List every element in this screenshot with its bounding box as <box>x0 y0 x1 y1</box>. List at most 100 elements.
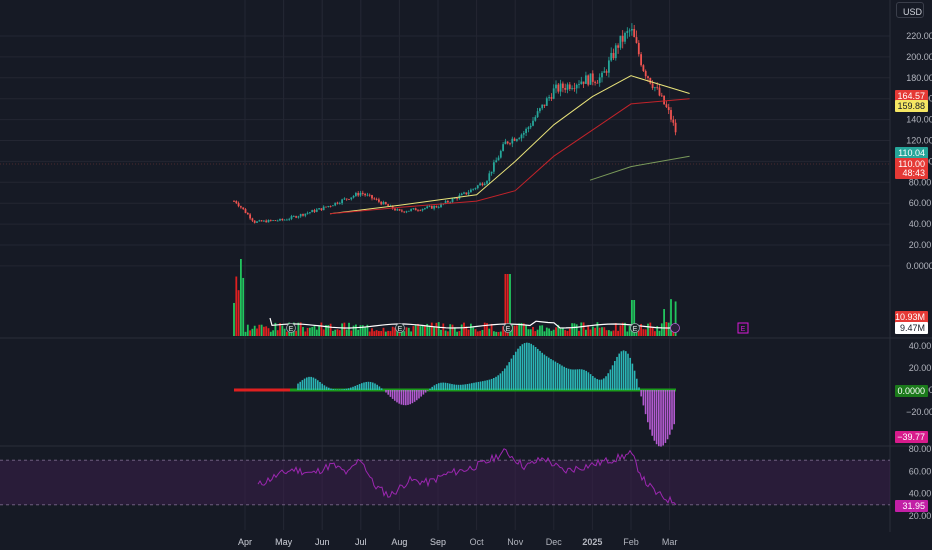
macd-histogram-bar <box>323 385 326 390</box>
candle-body <box>536 111 539 118</box>
candle-body <box>509 143 511 145</box>
rsi-tick-label: 80.00 <box>909 444 932 454</box>
candle-body <box>568 84 571 90</box>
candle-body <box>621 35 624 42</box>
volume-bar <box>649 322 652 336</box>
candle-body <box>582 81 585 84</box>
candle-body <box>361 192 364 194</box>
macd-histogram-bar <box>416 390 418 401</box>
price-label: 164.57 <box>895 90 928 102</box>
candle-body <box>279 218 281 221</box>
volume-bar <box>640 323 642 336</box>
macd-histogram-bar <box>389 390 392 397</box>
macd-histogram-bar <box>554 361 557 390</box>
candle-body <box>430 205 433 209</box>
macd-histogram-bar <box>402 390 405 406</box>
macd-histogram-bar <box>453 384 455 390</box>
volume-bar <box>527 329 530 336</box>
volume-bar <box>449 324 452 336</box>
time-tick-label: Jun <box>315 537 330 547</box>
volume-bar <box>440 329 442 336</box>
candle-body <box>311 210 314 213</box>
volume-bar <box>656 326 659 336</box>
macd-histogram-bar <box>556 362 559 390</box>
volume-bar <box>474 329 477 336</box>
candle-body <box>394 208 396 211</box>
macd-histogram-bar <box>413 390 416 402</box>
earnings-marker-label: E <box>506 326 511 333</box>
volume-bar <box>566 330 569 336</box>
volume-bar <box>260 324 263 336</box>
macd-histogram-bar <box>607 373 609 390</box>
macd-tick-label: 20.00 <box>909 363 932 373</box>
candle-body <box>566 84 569 90</box>
volume-bar <box>660 323 663 336</box>
macd-histogram-bar <box>501 371 504 390</box>
axes: 220.00200.00180.00160.00140.00120.00100.… <box>238 31 932 547</box>
price-pane <box>233 23 677 224</box>
macd-histogram-bar <box>317 380 319 390</box>
candle-body <box>263 220 265 222</box>
volume-bar <box>246 324 249 336</box>
volume-bar <box>610 331 613 336</box>
macd-histogram-bar <box>552 360 554 390</box>
earnings-marker: E <box>395 323 405 333</box>
candle-body <box>412 208 415 210</box>
macd-histogram-bar <box>400 390 403 405</box>
candle-body <box>327 205 330 207</box>
candle-body <box>557 84 560 92</box>
macd-histogram-bar <box>482 381 484 390</box>
candle-body <box>350 197 353 200</box>
volume-bar <box>444 330 447 336</box>
macd-histogram-bar <box>649 390 651 430</box>
macd-histogram-bar <box>387 390 389 395</box>
candle-body <box>665 104 668 108</box>
candle-body <box>233 201 235 202</box>
candle-body <box>539 108 541 112</box>
volume-bar <box>518 323 521 336</box>
candle-body <box>384 201 387 205</box>
volume-bar <box>651 327 654 336</box>
time-tick-label: Oct <box>470 537 485 547</box>
volume-bar <box>513 325 516 336</box>
candle-body <box>435 206 438 208</box>
volume-bar <box>589 329 592 336</box>
candle-body <box>571 88 573 90</box>
volume-bar <box>276 330 279 336</box>
volume-bar <box>665 322 668 336</box>
volume-bar <box>269 331 272 336</box>
candle-body <box>465 192 468 195</box>
candle-body <box>518 138 521 140</box>
candle-body <box>417 210 419 212</box>
candle-body <box>334 202 337 206</box>
price-tick-label: 60.00 <box>909 198 932 208</box>
volume-bar <box>435 322 438 336</box>
candle-body <box>366 194 369 196</box>
candle-body <box>513 138 516 141</box>
price-tick-label: 200.00 <box>906 52 932 62</box>
macd-histogram-bar <box>504 368 506 390</box>
candle-body <box>654 87 656 89</box>
macd-histogram-bar <box>367 381 370 390</box>
candle-body <box>626 31 629 33</box>
rsi-tick-label: 40.00 <box>909 489 932 499</box>
volume-bar <box>313 325 316 336</box>
volume-bar <box>426 323 429 336</box>
macd-histogram-bar <box>519 346 521 390</box>
volume-bar <box>476 331 479 336</box>
volume-bar <box>536 329 539 336</box>
volume-bar <box>608 330 610 336</box>
volume-bar <box>378 331 380 336</box>
macd-histogram-bar <box>537 348 539 390</box>
candle-body <box>290 216 293 219</box>
macd-histogram-bar <box>312 377 315 390</box>
candle-body <box>235 201 238 204</box>
currency-button[interactable]: USD <box>896 2 924 18</box>
macd-zero-label: 0.0000 <box>895 385 928 397</box>
candle-body <box>635 37 638 43</box>
candle-body <box>497 157 500 161</box>
grid <box>0 0 932 532</box>
macd-histogram-bar <box>616 356 618 390</box>
macd-histogram-bar <box>578 369 581 390</box>
